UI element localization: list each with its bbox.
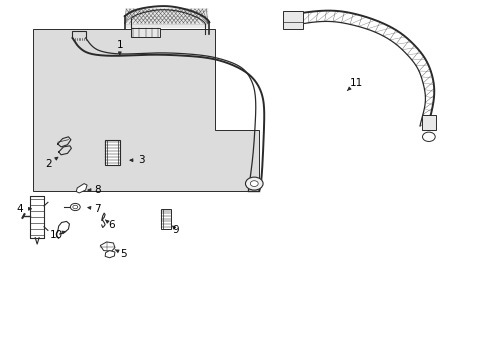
Bar xyxy=(30,196,44,238)
Bar xyxy=(282,11,303,29)
Text: 4: 4 xyxy=(16,204,31,214)
Bar xyxy=(131,28,160,37)
Text: 3: 3 xyxy=(130,155,145,165)
Bar xyxy=(161,209,171,229)
Text: 8: 8 xyxy=(88,185,101,195)
Text: 1: 1 xyxy=(116,40,123,55)
Text: 11: 11 xyxy=(346,78,362,91)
Text: 9: 9 xyxy=(172,225,179,235)
Polygon shape xyxy=(105,251,115,258)
Text: 6: 6 xyxy=(105,220,115,230)
Circle shape xyxy=(422,132,434,141)
Polygon shape xyxy=(100,242,115,251)
Circle shape xyxy=(70,203,80,211)
Text: 5: 5 xyxy=(115,249,127,259)
Polygon shape xyxy=(76,184,87,193)
Circle shape xyxy=(73,205,78,209)
Bar xyxy=(105,140,120,165)
Bar xyxy=(421,115,435,130)
Circle shape xyxy=(245,177,263,190)
Text: 10: 10 xyxy=(50,230,65,240)
Text: 7: 7 xyxy=(88,204,101,214)
Text: 2: 2 xyxy=(45,157,58,169)
Polygon shape xyxy=(33,29,259,191)
Circle shape xyxy=(250,181,258,186)
